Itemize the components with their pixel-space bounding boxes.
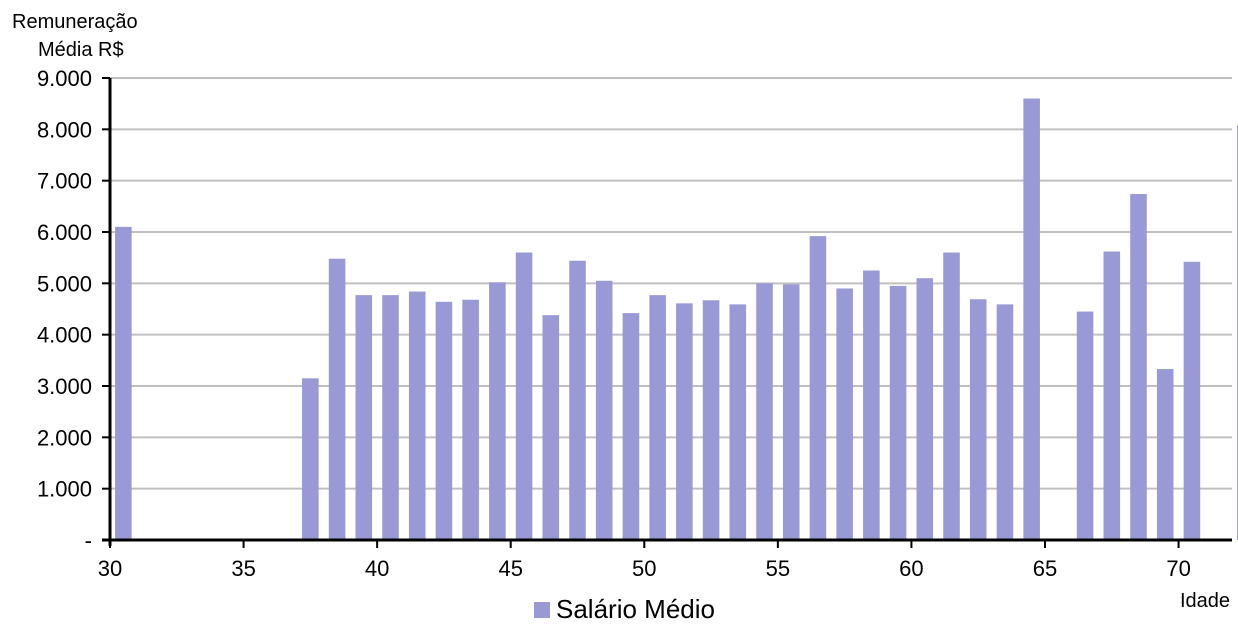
bar <box>1183 261 1201 540</box>
bar <box>649 295 666 540</box>
bar <box>836 288 853 540</box>
y-axis-title: Remuneração Média R$ <box>12 8 138 64</box>
bar <box>1076 311 1094 540</box>
bar <box>1130 194 1147 540</box>
bar <box>515 252 533 541</box>
bar <box>115 226 132 540</box>
legend-swatch <box>534 601 550 618</box>
bar <box>863 270 880 540</box>
x-tick-label: 35 <box>231 556 255 581</box>
bar <box>622 313 640 540</box>
bar <box>569 260 586 540</box>
y-tick-label: 3.000 <box>37 374 92 399</box>
x-tick-label: 40 <box>365 556 389 581</box>
bar <box>782 284 800 540</box>
bar <box>462 299 479 540</box>
y-tick-label: 7.000 <box>37 169 92 194</box>
bar <box>328 258 346 540</box>
x-axis-title: Idade <box>1179 590 1230 612</box>
y-tick-label: 2.000 <box>37 425 92 450</box>
bar <box>809 236 827 540</box>
bar <box>408 291 426 540</box>
x-tick-label: 30 <box>98 556 122 581</box>
y-tick-label: 6.000 <box>37 220 92 245</box>
bar <box>702 300 720 540</box>
bar <box>969 299 987 540</box>
bar <box>1156 369 1174 540</box>
bar <box>756 283 773 540</box>
bar <box>1103 251 1121 541</box>
x-tick-label: 65 <box>1033 556 1057 581</box>
bar <box>595 280 613 540</box>
bar <box>382 295 399 540</box>
legend-label: Salário Médio <box>556 594 715 624</box>
x-tick-label: 70 <box>1166 556 1190 581</box>
bar <box>1023 98 1040 541</box>
x-tick-label: 60 <box>899 556 923 581</box>
bar <box>943 252 960 541</box>
bar <box>542 315 560 540</box>
y-tick-label: 9.000 <box>37 66 92 91</box>
x-tick-label: 50 <box>632 556 656 581</box>
bar <box>889 285 907 540</box>
y-tick-label: 1.000 <box>37 477 92 502</box>
bar <box>676 303 693 540</box>
y-axis-title-line2: Média R$ <box>38 39 124 61</box>
bar <box>996 304 1014 540</box>
bar <box>729 304 747 540</box>
x-tick-label: 45 <box>498 556 522 581</box>
bar <box>489 282 506 540</box>
bar <box>302 378 319 540</box>
bar <box>916 278 934 540</box>
bar <box>355 295 373 540</box>
legend: Salário Médio <box>534 594 715 625</box>
y-tick-label: 4.000 <box>37 323 92 348</box>
bar <box>435 301 453 540</box>
y-tick-label: - <box>85 528 92 553</box>
x-tick-label: 55 <box>766 556 790 581</box>
y-tick-label: 5.000 <box>37 271 92 296</box>
y-axis-title-line1: Remuneração <box>12 11 138 33</box>
y-tick-label: 8.000 <box>37 117 92 142</box>
